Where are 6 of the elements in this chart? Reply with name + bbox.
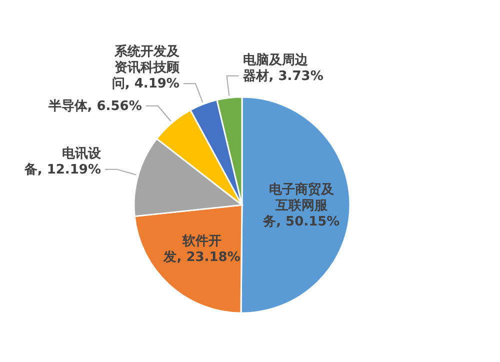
slice-label: 电讯设备, 12.19%	[23, 146, 102, 177]
slice-label: 电子商贸及互联网服务, 50.15%	[262, 180, 340, 229]
slice-label: 半导体, 6.56%	[47, 98, 142, 114]
slice-label: 电脑及周边器材, 3.73%	[242, 51, 324, 84]
slice-label: 系统开发及资讯科技顾问, 4.19%	[112, 43, 180, 92]
slice-label: 软件开发, 23.18%	[162, 233, 240, 264]
